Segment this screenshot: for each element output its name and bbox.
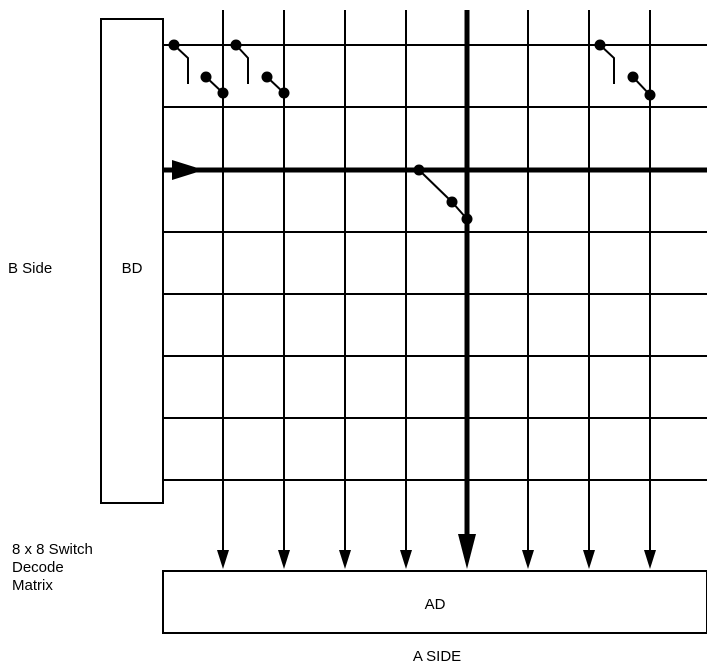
switch-row1-col2 (231, 40, 290, 99)
a-side-label: A SIDE (413, 648, 461, 665)
arrowhead-8 (644, 550, 656, 569)
b-side-label: B Side (8, 260, 52, 277)
arrowhead-2 (278, 550, 290, 569)
arrowhead-7 (583, 550, 595, 569)
ad-block-label: AD (425, 596, 446, 613)
matrix-caption-line-2: Decode (12, 559, 64, 576)
arrowhead-3 (339, 550, 351, 569)
switch-row1-col7 (595, 40, 656, 101)
arrowhead-5-highlighted (458, 534, 476, 569)
matrix-caption-line-3: Matrix (12, 577, 53, 594)
arrowhead-4 (400, 550, 412, 569)
matrix-caption-line-1: 8 x 8 Switch (12, 541, 93, 558)
arrowhead-1 (217, 550, 229, 569)
row-signal-arrow (172, 160, 204, 180)
row-lines (163, 45, 707, 480)
bd-block-label: BD (122, 260, 143, 277)
switch-row3-col5-closed (414, 165, 473, 225)
switch-row1-col1 (169, 40, 229, 99)
arrowhead-6 (522, 550, 534, 569)
column-arrowheads (217, 534, 656, 569)
